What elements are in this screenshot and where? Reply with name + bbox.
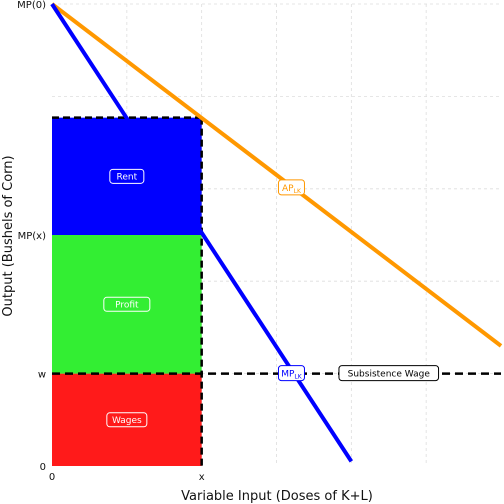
annotation-box-mplk: [277, 365, 305, 382]
regions: Wages Profit Rent: [52, 116, 203, 466]
series-line-ap: [50, 2, 503, 348]
x-tick-label: 0: [49, 472, 55, 483]
region-label-box: [103, 296, 151, 312]
region-label-wages: Wages: [112, 416, 142, 426]
series-lines: [50, 2, 503, 463]
region-label-rent: Rent: [117, 172, 138, 182]
x-tick-label: x: [199, 472, 205, 483]
region-label-box: [106, 412, 148, 428]
region-label-box: [109, 168, 145, 184]
series-line-mp: [50, 2, 354, 463]
annotation-box-subsistence-wage: [338, 365, 440, 382]
region-label-profit: Profit: [115, 300, 139, 310]
annotation-box-aplk: [277, 179, 305, 196]
x-axis-label: Variable Input (Doses of K+L): [181, 489, 373, 504]
y-tick-label: w: [38, 370, 46, 381]
annotation-subsistence-wage: Subsistence Wage: [348, 370, 431, 380]
y-tick-label: MP(0): [17, 0, 46, 11]
y-tick-label: 0: [40, 462, 46, 473]
annotation-aplk: APLK: [282, 184, 302, 195]
tick-labels: 0 x 0 w MP(x) MP(0): [17, 0, 205, 483]
y-axis-label: Output (Bushels of Corn): [1, 155, 16, 316]
annotation-mplk: MPLK: [281, 370, 303, 381]
annotations: APLK MPLK Subsistence Wage: [277, 179, 440, 382]
y-tick-label: MP(x): [18, 231, 46, 242]
